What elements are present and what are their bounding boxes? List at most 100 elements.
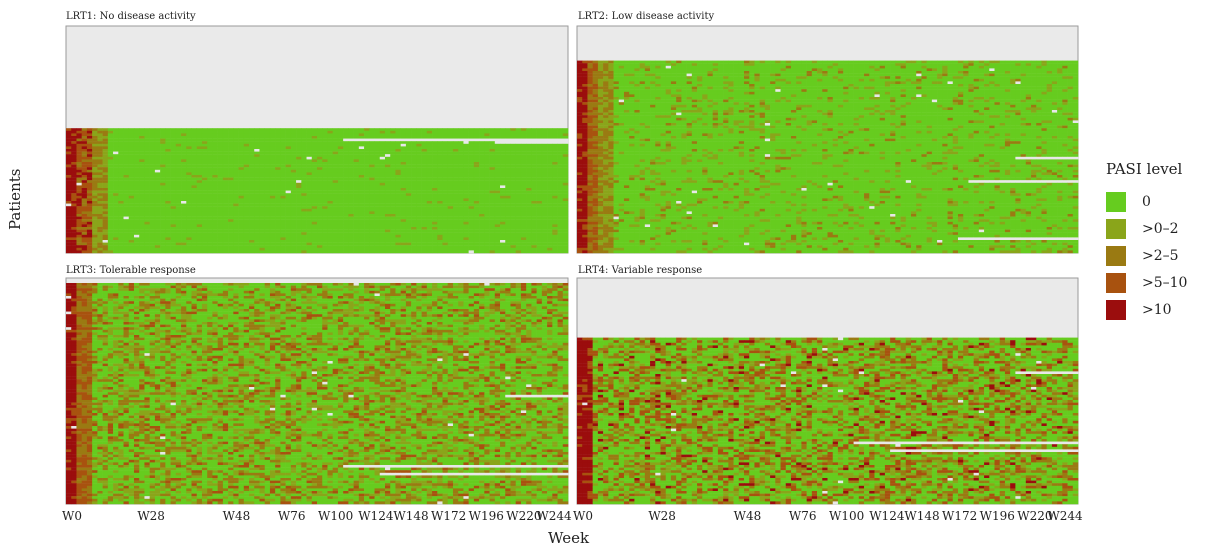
heatmap-cell: [102, 128, 109, 131]
heatmap-cell: [327, 151, 333, 155]
heatmap-cell: [343, 232, 349, 235]
heatmap-cell: [421, 151, 428, 155]
heatmap-cell: [353, 167, 360, 170]
heatmap-cell: [66, 234, 72, 238]
heatmap-cell: [290, 138, 297, 142]
heatmap-cell: [452, 234, 459, 238]
heatmap-cell: [175, 136, 182, 139]
heatmap-cell: [66, 247, 72, 251]
heatmap-cell: [154, 234, 161, 238]
heatmap-cell: [557, 208, 564, 212]
heatmap-cell: [526, 203, 532, 207]
heatmap-cell: [249, 203, 255, 207]
heatmap-cell: [1015, 63, 1021, 66]
heatmap-cell: [473, 146, 480, 150]
heatmap-cell: [306, 151, 313, 155]
heatmap-cell: [452, 172, 459, 176]
heatmap-cell: [311, 133, 318, 137]
heatmap-cell: [81, 203, 88, 207]
heatmap-cell: [432, 143, 438, 147]
heatmap-cell: [275, 232, 281, 235]
heatmap-cell: [353, 156, 360, 160]
heatmap-cell: [531, 167, 537, 170]
heatmap-cell: [479, 219, 485, 222]
heatmap-cell: [978, 65, 985, 69]
heatmap-cell: [233, 156, 239, 160]
heatmap-cell: [463, 190, 469, 194]
heatmap-cell: [442, 195, 449, 199]
heatmap-cell: [848, 65, 854, 69]
heatmap-cell: [353, 240, 360, 243]
heatmap-cell: [196, 232, 203, 235]
heatmap-cell: [400, 136, 407, 139]
heatmap-cell: [520, 219, 527, 222]
heatmap-cell: [207, 219, 213, 222]
heatmap-cell: [348, 250, 354, 254]
heatmap-cell: [405, 169, 412, 173]
heatmap-cell: [505, 146, 511, 150]
heatmap-cell: [520, 138, 527, 142]
heatmap-cell: [259, 162, 266, 165]
heatmap-cell: [280, 201, 286, 204]
heatmap-cell: [1067, 65, 1074, 69]
heatmap-cell: [207, 185, 213, 189]
heatmap-cell: [165, 237, 171, 241]
heatmap-cell: [175, 141, 182, 144]
heatmap-cell: [452, 247, 459, 251]
heatmap-cell: [81, 240, 88, 243]
heatmap-cell: [858, 65, 865, 69]
heatmap-cell: [437, 190, 443, 194]
heatmap-cell: [76, 242, 82, 246]
heatmap-cell: [520, 159, 527, 163]
heatmap-cell: [395, 182, 401, 186]
heatmap-cell: [541, 138, 548, 142]
heatmap-cell: [301, 227, 307, 230]
heatmap-cell: [405, 247, 412, 251]
heatmap-cell: [81, 136, 88, 139]
heatmap-cell: [634, 68, 640, 72]
heatmap-cell: [280, 128, 286, 131]
heatmap-cell: [311, 188, 318, 191]
heatmap-cell: [196, 154, 203, 157]
heatmap-cell: [479, 203, 485, 207]
heatmap-cell: [489, 250, 496, 254]
heatmap-cell: [437, 164, 443, 168]
heatmap-cell: [447, 146, 454, 150]
heatmap-cell: [97, 250, 103, 254]
heatmap-cell: [275, 175, 281, 178]
heatmap-cell: [217, 177, 224, 181]
heatmap-cell: [170, 138, 177, 142]
heatmap-cell: [1036, 60, 1042, 64]
heatmap-cell: [133, 242, 140, 246]
heatmap-cell: [97, 195, 103, 199]
heatmap-cell: [301, 169, 307, 173]
heatmap-cell: [113, 175, 119, 178]
heatmap-cell: [306, 198, 313, 202]
heatmap-cell: [201, 136, 208, 139]
heatmap-cell: [473, 245, 480, 248]
heatmap-cell: [322, 130, 328, 134]
heatmap-cell: [552, 185, 558, 189]
heatmap-cell: [500, 201, 506, 204]
heatmap-cell: [254, 201, 260, 204]
heatmap-cell: [447, 143, 454, 147]
heatmap-cell: [374, 141, 381, 144]
heatmap-cell: [207, 227, 213, 230]
heatmap-cell: [463, 240, 469, 243]
heatmap-cell: [317, 130, 323, 134]
heatmap-cell: [144, 182, 150, 186]
heatmap-cell: [165, 190, 171, 194]
heatmap-cell: [196, 149, 203, 152]
heatmap-cell: [494, 182, 501, 186]
heatmap-cell: [515, 185, 522, 189]
heatmap-cell: [707, 65, 713, 69]
heatmap-cell: [531, 133, 537, 137]
heatmap-cell: [416, 198, 422, 202]
heatmap-cell: [306, 221, 313, 225]
heatmap-cell: [275, 136, 281, 139]
heatmap-cell: [160, 162, 166, 165]
heatmap-cell: [139, 154, 145, 157]
heatmap-cell: [379, 169, 386, 173]
heatmap-cell: [384, 211, 391, 215]
heatmap-cell: [489, 162, 496, 165]
